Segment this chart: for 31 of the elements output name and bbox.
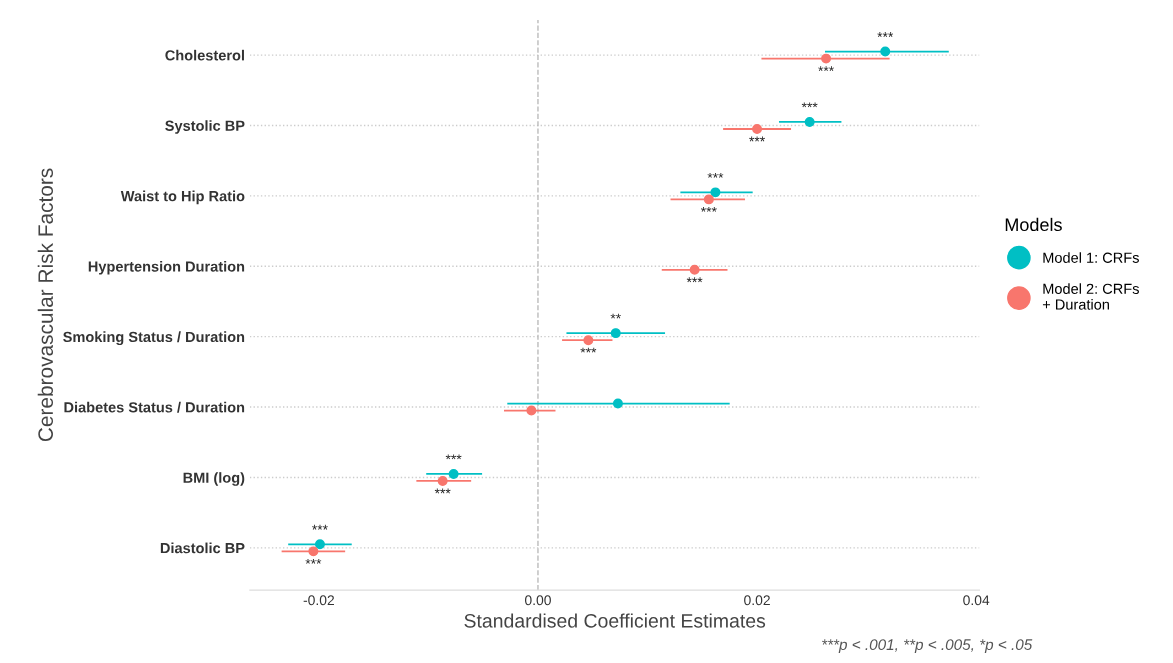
y-tick-label: Smoking Status / Duration bbox=[63, 331, 245, 346]
legend-title: Models bbox=[1005, 217, 1062, 232]
x-tick-label: -0.02 bbox=[303, 595, 334, 606]
y-axis-title: Cerebrovascular Risk Factors bbox=[37, 168, 54, 442]
data-label: ** bbox=[610, 313, 621, 319]
data-label: *** bbox=[434, 488, 451, 494]
data-label: *** bbox=[312, 524, 328, 530]
x-tick-label: 0.02 bbox=[744, 595, 770, 606]
x-tick-label: 0.04 bbox=[963, 595, 990, 606]
data-label: *** bbox=[686, 277, 703, 283]
x-tick-label: 0.00 bbox=[524, 595, 551, 606]
y-tick-label: Diabetes Status / Duration bbox=[64, 401, 245, 413]
data-label: *** bbox=[700, 206, 717, 212]
y-tick-label: Systolic BP bbox=[165, 120, 245, 134]
text: ***p < .001, **p < .005, *p < .05 bbox=[822, 639, 1033, 654]
y-tick-label: BMI (log) bbox=[183, 472, 245, 486]
x-axis-title: Standardised Coefficient Estimates bbox=[464, 613, 766, 628]
data-label: *** bbox=[707, 172, 724, 178]
legend-label: Model 2: CRFs + Duration bbox=[1042, 283, 1139, 310]
data-label: *** bbox=[801, 102, 818, 108]
legend-label: Model 1: CRFs bbox=[1043, 252, 1139, 263]
data-label: *** bbox=[749, 136, 765, 142]
data-label: *** bbox=[580, 347, 597, 353]
data-label: *** bbox=[445, 454, 462, 460]
data-label: *** bbox=[818, 66, 834, 72]
y-tick-label: Cholesterol bbox=[165, 49, 244, 61]
y-tick-label: Diastolic BP bbox=[160, 542, 245, 554]
data-label: *** bbox=[305, 558, 322, 564]
data-label: *** bbox=[877, 32, 894, 37]
y-tick-label: Waist to Hip Ratio bbox=[120, 190, 245, 205]
y-tick-label: Hypertension Duration bbox=[88, 260, 245, 275]
